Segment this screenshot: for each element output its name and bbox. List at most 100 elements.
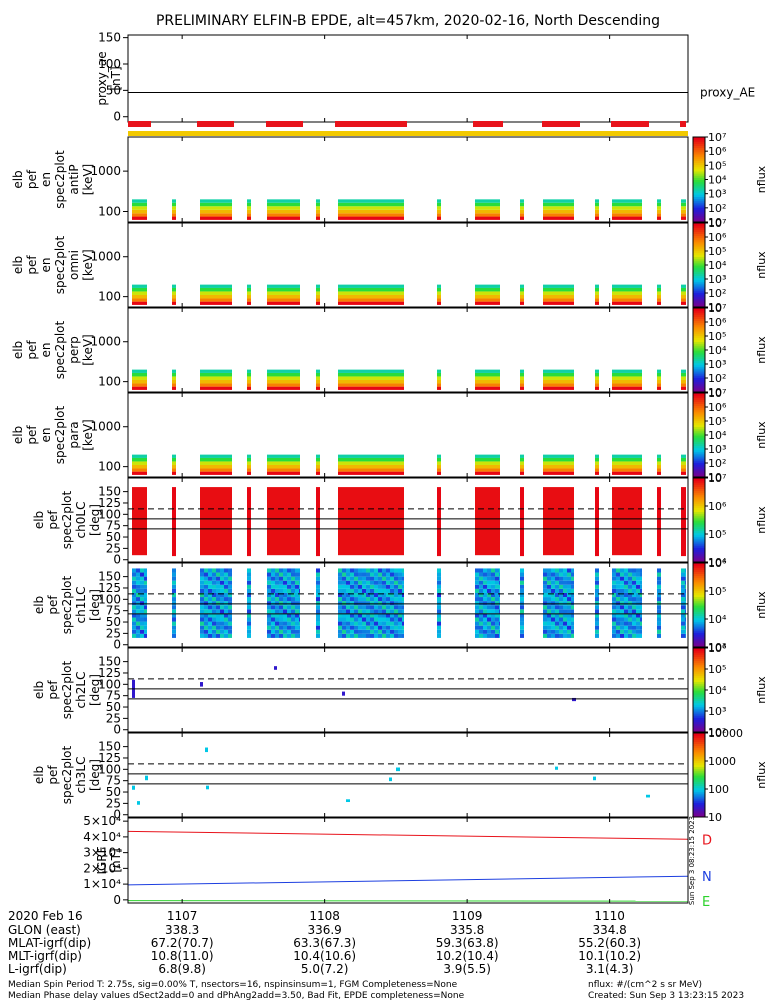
spectro-cell: [172, 383, 176, 387]
spectro-cell: [342, 592, 346, 598]
spectro-cell: [636, 597, 640, 602]
spectro-cell: [499, 601, 500, 606]
spectro-cell: [362, 625, 366, 630]
spectro-cell: [685, 633, 686, 638]
spectro-cell: [394, 625, 398, 630]
spectro-cell: [479, 592, 483, 598]
ylabel-pa_ch2-1: pef: [46, 680, 60, 700]
spectro-cell: [228, 629, 232, 634]
spectro-cell: [475, 464, 500, 469]
spectro-cell: [390, 609, 394, 614]
colorbar-cell: [693, 729, 705, 733]
spectro-cell: [136, 597, 140, 602]
colorbar-cell: [693, 741, 705, 744]
spectro-cell: [271, 568, 275, 573]
spectro-cell: [291, 609, 295, 614]
spectro-cell: [616, 572, 620, 577]
spectro-cell: [132, 383, 147, 387]
spectro-cell: [402, 592, 404, 598]
spectro-cell: [636, 605, 640, 610]
spectro-cell: [247, 629, 251, 634]
colorbar-label: 10: [708, 301, 722, 314]
spectro-cell: [394, 617, 398, 622]
spectro-cell: [350, 592, 354, 598]
spectro-cell: [612, 287, 642, 292]
spectro-cell: [136, 613, 140, 618]
colorbar-cell: [693, 567, 705, 570]
ytick-label: 100: [98, 762, 121, 776]
spectro-cell: [206, 785, 209, 790]
spectro-cell: [228, 633, 232, 638]
spectro-cell: [475, 468, 500, 472]
spectro-cell: [657, 369, 661, 373]
spectro-cell: [144, 633, 147, 638]
spectro-cell: [378, 605, 382, 610]
spectro-cell: [475, 287, 500, 292]
spectro-cell: [402, 584, 404, 589]
spectro-cell: [208, 568, 212, 573]
spectro-cell: [628, 617, 632, 622]
spectro-cell: [491, 601, 495, 606]
spectro-cell: [271, 601, 275, 606]
spectro-cell: [354, 572, 358, 577]
spectro-cell: [172, 454, 176, 458]
spectro-cell: [362, 572, 366, 577]
spectro-cell: [636, 625, 640, 630]
spectro-cell: [382, 629, 386, 634]
colorbar-cell: [693, 302, 705, 306]
spectro-cell: [520, 369, 524, 373]
spectro-cell: [616, 576, 620, 581]
colorbar-label: 10⁶: [708, 401, 727, 414]
spectro-cell: [437, 294, 441, 299]
spectro-cell: [378, 601, 382, 606]
colorbar-cell: [693, 269, 705, 272]
spectro-cell: [366, 601, 370, 606]
spectro-cell: [228, 568, 232, 573]
spectro-cell: [657, 202, 661, 207]
ylabel-pa_ch3-1: pef: [46, 765, 60, 785]
colorbar-cell: [693, 478, 705, 481]
spectro-cell: [632, 580, 636, 585]
spectro-cell: [291, 584, 295, 589]
spectro-cell: [366, 613, 370, 618]
spectro-cell: [316, 597, 320, 602]
spectro-cell: [559, 609, 563, 614]
spectro-cell: [247, 209, 251, 214]
spectro-cell: [279, 625, 283, 630]
colorbar-label: 10³: [708, 188, 726, 201]
spectro-cell: [437, 301, 441, 305]
spectro-cell: [499, 605, 500, 610]
colorbar-cell: [693, 141, 705, 144]
spectro-cell: [382, 576, 386, 581]
spectro-cell: [350, 576, 354, 581]
spectro-cell: [616, 633, 620, 638]
spectro-cell: [491, 584, 495, 589]
ytick-label: 0: [113, 893, 121, 907]
spectro-cell: [386, 584, 390, 589]
panel-pa_ch2: elb pef spec2plot ch2LC [deg]025507510012515…: [32, 642, 768, 739]
colorbar-cell: [693, 507, 705, 510]
spectro-cell: [287, 625, 291, 630]
colorbar-label: 10⁵: [708, 245, 726, 258]
spectro-cell: [362, 613, 366, 618]
spectro-cell: [437, 206, 441, 210]
spectro-cell: [267, 383, 300, 387]
spectro-cell: [247, 597, 251, 602]
spectro-cell: [204, 601, 208, 606]
spectro-cell: [140, 617, 144, 622]
spectro-cell: [247, 291, 251, 295]
spectro-cell: [378, 572, 382, 577]
spectro-cell: [559, 580, 563, 585]
colorbar-cell: [693, 636, 705, 640]
spectro-cell: [595, 298, 599, 302]
spectro-cell: [685, 572, 686, 577]
spectro-cell: [520, 386, 524, 390]
spectro-cell: [657, 386, 661, 390]
colorbar-cell: [693, 207, 705, 210]
spectro-cell: [632, 629, 636, 634]
ytick-label: 100: [98, 205, 121, 219]
spectro-cell: [140, 621, 144, 626]
spectro-cell: [216, 576, 220, 581]
ylabel-energy_antiparallel-5: [keV]: [81, 164, 95, 195]
ylabel-energy_omni-3: spec2plot: [53, 235, 67, 294]
